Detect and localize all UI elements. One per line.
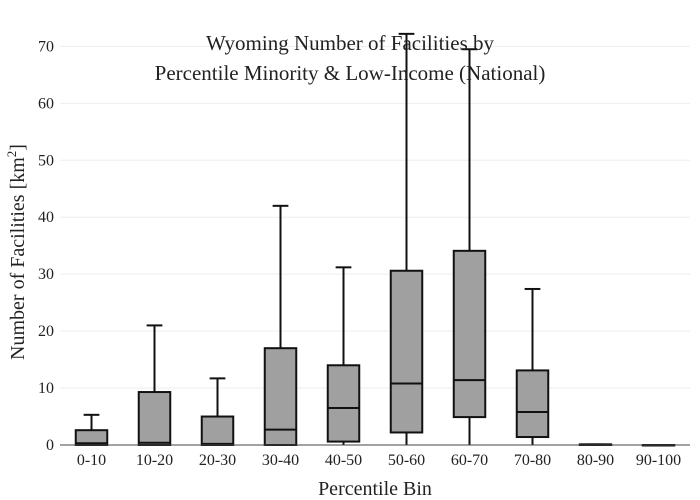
box-70-80: [515, 287, 550, 445]
chart-title-line-2: Percentile Minority & Low-Income (Nation…: [155, 61, 546, 85]
x-tick-label: 20-30: [199, 452, 236, 469]
x-tick-labels: 0-10 10-20 20-30 30-40 40-50 50-60 60-70 70-80 8…: [77, 452, 681, 469]
grid-lines: [60, 45, 690, 389]
box-iqr: [389, 269, 424, 434]
y-tick-labels: 0 10 20 30 40 50 60 70: [38, 38, 54, 454]
x-tick-label: 70-80: [514, 452, 551, 469]
chart-title-line-1: Wyoming Number of Facilities by: [206, 31, 495, 55]
y-tick-label: 50: [38, 152, 54, 169]
box-iqr: [515, 369, 550, 439]
y-axis-title-main: Number of Facilities [km: [7, 157, 29, 360]
box-50-60: [389, 32, 424, 445]
x-tick-label: 30-40: [262, 452, 299, 469]
box-40-50: [326, 266, 361, 445]
y-tick-label: 0: [46, 437, 54, 454]
x-tick-label: 80-90: [577, 452, 614, 469]
y-tick-label: 30: [38, 266, 54, 283]
box-iqr: [200, 415, 235, 446]
box-0-10: [74, 413, 109, 447]
y-axis-title: Number of Facilities [km2]: [4, 144, 29, 360]
box-30-40: [263, 204, 298, 447]
x-tick-label: 0-10: [77, 452, 106, 469]
box-10-20: [137, 324, 172, 446]
y-tick-label: 20: [38, 323, 54, 340]
y-tick-label: 10: [38, 380, 54, 397]
box-iqr: [137, 391, 172, 446]
y-tick-label: 70: [38, 38, 54, 55]
box-20-30: [200, 377, 235, 446]
y-tick-label: 60: [38, 95, 54, 112]
box-iqr: [326, 364, 361, 443]
x-axis-title: Percentile Bin: [318, 478, 432, 500]
x-tick-label: 90-100: [636, 452, 681, 469]
x-tick-label: 60-70: [451, 452, 488, 469]
boxes: [74, 32, 676, 447]
y-tick-label: 40: [38, 209, 54, 226]
y-axis-title-end: ]: [7, 144, 29, 151]
y-axis-title-superscript: 2: [4, 151, 19, 158]
x-tick-label: 10-20: [136, 452, 173, 469]
x-tick-label: 50-60: [388, 452, 425, 469]
box-60-70: [452, 48, 487, 445]
box-iqr: [452, 249, 487, 419]
x-tick-label: 40-50: [325, 452, 362, 469]
